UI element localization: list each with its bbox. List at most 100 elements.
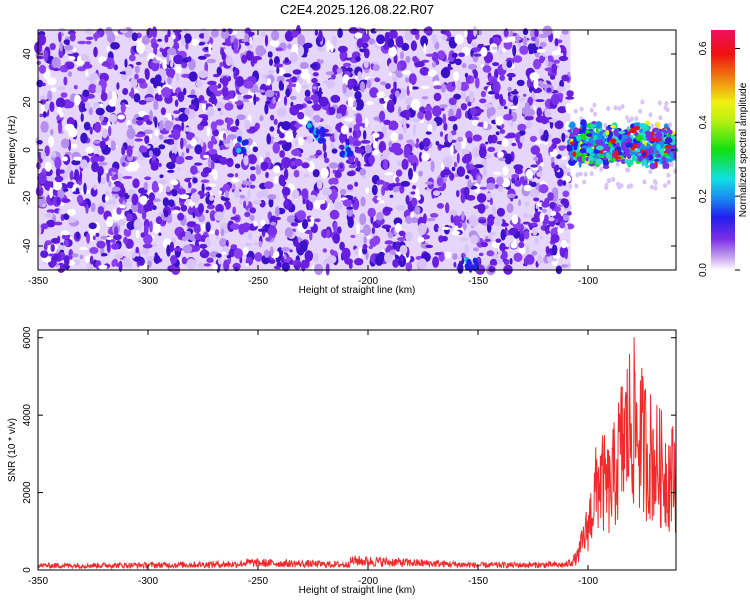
signal-cell <box>609 138 617 144</box>
noise-cell <box>136 42 145 54</box>
noise-cell <box>379 110 386 123</box>
noise-cell <box>524 201 530 207</box>
noise-cell <box>603 122 608 128</box>
noise-cell <box>111 243 120 250</box>
noise-cell <box>126 213 133 223</box>
noise-cell <box>433 92 442 102</box>
noise-cell <box>533 197 540 202</box>
noise-cell <box>524 115 534 121</box>
noise-cell <box>89 126 93 135</box>
noise-cell <box>132 178 140 189</box>
signal-cell <box>585 160 590 165</box>
noise-cell <box>653 180 658 186</box>
spectrogram-x-ticks: -350 -300 -250 -200 -150 -100 <box>28 30 598 287</box>
y-tick-label: -20 <box>22 190 33 205</box>
signal-cell <box>473 260 479 267</box>
noise-cell <box>57 106 63 114</box>
noise-cell <box>60 138 70 149</box>
noise-cell <box>139 195 148 205</box>
noise-cell <box>306 100 313 104</box>
noise-cell <box>152 147 161 157</box>
noise-cell <box>431 61 437 68</box>
noise-cell <box>248 232 253 241</box>
noise-cell <box>399 185 405 194</box>
noise-cell <box>441 235 448 242</box>
noise-cell <box>247 188 251 200</box>
noise-cell <box>270 221 277 226</box>
noise-cell <box>164 120 172 131</box>
noise-cell <box>484 205 489 210</box>
noise-cell <box>511 174 520 179</box>
noise-cell <box>441 107 445 111</box>
noise-cell <box>155 216 163 225</box>
noise-cell <box>361 175 367 179</box>
noise-cell <box>466 194 476 201</box>
noise-cell <box>517 97 526 102</box>
noise-cell <box>66 61 75 70</box>
noise-cell <box>217 83 222 89</box>
noise-cell <box>108 98 117 107</box>
noise-cell <box>480 47 488 57</box>
noise-cell <box>439 131 444 137</box>
noise-cell <box>403 146 411 158</box>
noise-cell <box>214 211 224 221</box>
noise-cell <box>566 211 572 216</box>
signal-cell <box>613 128 618 137</box>
noise-cell <box>154 186 160 192</box>
noise-cell <box>190 245 201 252</box>
noise-cell <box>548 217 555 222</box>
noise-cell <box>126 127 136 140</box>
snr-x-ticks: -350 -300 -250 -200 -150 -100 <box>28 330 598 587</box>
noise-cell <box>471 119 479 126</box>
signal-cell <box>573 127 580 136</box>
noise-cell <box>62 188 69 192</box>
noise-cell <box>346 170 355 177</box>
noise-cell <box>49 43 56 51</box>
noise-cell <box>441 226 451 230</box>
noise-cell <box>210 121 217 131</box>
noise-cell <box>338 45 348 53</box>
noise-cell <box>353 85 360 92</box>
noise-cell <box>354 32 363 39</box>
noise-cell <box>301 162 310 169</box>
noise-cell <box>71 253 79 258</box>
colorbar-tick-label: 0.0 <box>698 263 709 277</box>
noise-cell <box>312 93 319 106</box>
noise-cell <box>398 230 406 236</box>
noise-cell <box>88 83 97 94</box>
noise-cell <box>384 172 394 176</box>
noise-cell <box>173 247 183 252</box>
noise-cell <box>116 82 120 90</box>
noise-cell <box>546 87 552 93</box>
noise-cell <box>241 38 251 43</box>
noise-cell <box>209 195 215 201</box>
noise-cell <box>371 184 378 196</box>
noise-cell <box>235 76 245 87</box>
noise-cell <box>290 161 295 167</box>
noise-cell <box>540 162 544 167</box>
noise-cell <box>208 148 218 155</box>
noise-cell <box>181 152 185 158</box>
noise-cell <box>93 184 97 191</box>
noise-cell <box>316 179 323 190</box>
snr-x-label: Height of straight line (km) <box>299 585 416 596</box>
noise-cell <box>177 167 181 171</box>
noise-cell <box>301 218 309 230</box>
noise-cell <box>551 50 561 56</box>
noise-cell <box>232 206 237 215</box>
noise-cell <box>299 62 309 69</box>
noise-cell <box>488 90 495 95</box>
noise-cell <box>64 239 69 247</box>
noise-cell <box>329 249 335 255</box>
noise-cell <box>67 184 74 188</box>
noise-cell <box>388 140 393 148</box>
noise-cell <box>283 254 287 260</box>
noise-cell <box>41 256 52 263</box>
noise-cell <box>415 142 420 149</box>
noise-cell <box>144 135 150 145</box>
noise-cell <box>221 51 226 61</box>
noise-cell <box>640 99 645 105</box>
noise-cell <box>550 210 557 216</box>
noise-cell <box>228 98 239 102</box>
noise-cell <box>363 130 367 140</box>
